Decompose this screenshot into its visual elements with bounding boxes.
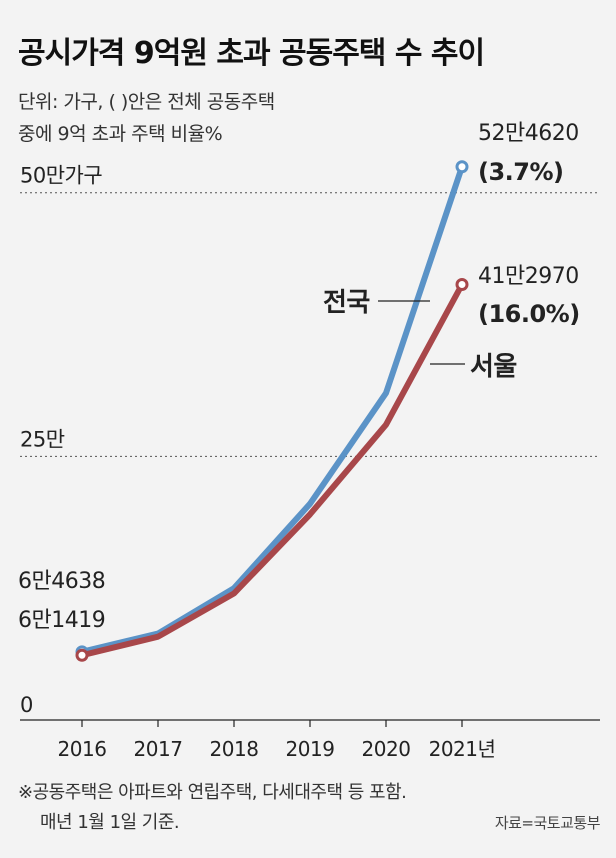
series-name-label: 서울	[470, 352, 517, 382]
unit-line-2: 중에 9억 초과 주택 비율%	[18, 123, 223, 145]
x-tick-label: 2018	[210, 737, 259, 761]
y-tick-label: 0	[20, 693, 33, 717]
series-line-1	[79, 281, 465, 659]
start-value-label: 6만1419	[18, 608, 105, 633]
chart-title: 공시가격 9억원 초과 공동주택 수 추이	[18, 36, 485, 71]
source-credit: 자료=국토교통부	[494, 814, 601, 832]
end-value-label: 41만2970	[478, 264, 579, 289]
series-line-0	[79, 163, 465, 655]
unit-line-1: 단위: 가구, ( )안은 전체 공동주택	[18, 91, 275, 113]
footnote-line-1: ※공동주택은 아파트와 연립주택, 다세대주택 등 포함.	[18, 782, 407, 803]
start-point-marker	[75, 648, 89, 662]
y-tick-label: 25만	[20, 427, 65, 451]
series-name-label: 전국	[323, 288, 370, 318]
end-percent-label: (3.7%)	[478, 158, 564, 186]
footnote-line-2: 매년 1월 1일 기준.	[40, 812, 180, 833]
x-tick-label: 2021년	[429, 737, 496, 761]
x-tick-label: 2016	[58, 737, 107, 761]
x-tick-label: 2019	[286, 737, 335, 761]
unit-note: 단위: 가구, ( )안은 전체 공동주택 중에 9억 초과 주택 비율%	[18, 86, 438, 150]
y-tick-label: 50만가구	[20, 164, 102, 188]
end-value-label: 52만4620	[478, 121, 579, 146]
end-point-marker	[455, 278, 469, 292]
start-value-label: 6만4638	[18, 569, 105, 594]
x-tick-label: 2020	[362, 737, 411, 761]
x-tick-label: 2017	[134, 737, 183, 761]
end-percent-label: (16.0%)	[478, 300, 580, 328]
footnote: ※공동주택은 아파트와 연립주택, 다세대주택 등 포함. 매년 1월 1일 기…	[18, 778, 407, 838]
end-point-marker	[455, 160, 469, 174]
